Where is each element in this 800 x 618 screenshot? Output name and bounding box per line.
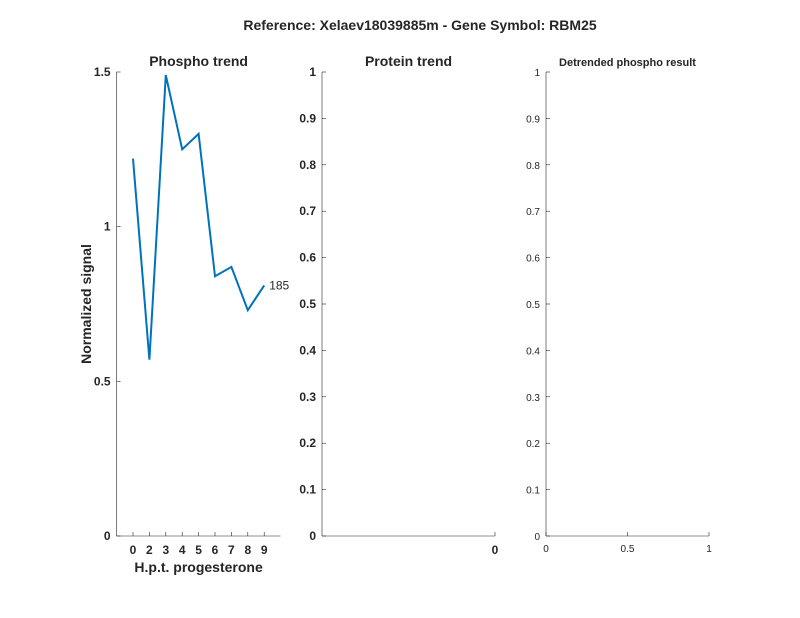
- y-tick-label: 0.4: [526, 346, 540, 357]
- y-tick-label: 1.5: [94, 65, 111, 79]
- x-axis-label: H.p.t. progesterone: [134, 559, 263, 575]
- y-tick-label: 0: [309, 529, 316, 543]
- y-tick-label: 0: [534, 532, 540, 543]
- y-tick-label: 0.7: [299, 204, 316, 218]
- y-tick-label: 0.1: [299, 483, 316, 497]
- x-tick-label: 8: [244, 543, 251, 557]
- series-label: 185: [269, 278, 289, 292]
- y-tick-label: 0.5: [94, 374, 111, 388]
- x-tick-label: 2: [146, 543, 153, 557]
- y-tick-label: 0.6: [526, 254, 540, 265]
- x-tick-label: 9: [261, 543, 268, 557]
- x-tick-label: 6: [212, 543, 219, 557]
- x-tick-label: 1: [706, 544, 712, 555]
- y-tick-label: 1: [534, 68, 540, 79]
- detrended-phospho-axes: Detrended phospho result 0 0.1 0.2 0.3 0.4 0.5…: [526, 57, 712, 555]
- y-tick-label: 0.3: [299, 390, 316, 404]
- axes-title: Detrended phospho result: [559, 57, 696, 69]
- series-line-185: [132, 74, 266, 360]
- y-tick-label: 0.6: [299, 251, 316, 265]
- axes-title: Phospho trend: [149, 53, 248, 69]
- y-tick-label: 0.8: [299, 158, 316, 172]
- axes-title: Protein trend: [365, 53, 452, 69]
- y-tick-label: 0.3: [526, 393, 540, 404]
- y-tick-label: 0.8: [526, 161, 540, 172]
- x-tick-label: 7: [228, 543, 235, 557]
- x-tick-label: 0.5: [621, 544, 635, 555]
- y-tick-label: 1: [104, 220, 111, 234]
- y-tick-label: 0.5: [299, 297, 316, 311]
- y-tick-label: 0.9: [299, 111, 316, 125]
- x-tick-label: 0: [543, 544, 549, 555]
- x-tick-label: 0: [130, 543, 137, 557]
- x-tick-label: 4: [179, 543, 186, 557]
- x-tick-label: 3: [162, 543, 169, 557]
- y-tick-label: 0.5: [526, 300, 540, 311]
- x-tick-label: 5: [195, 543, 202, 557]
- y-tick-label: 1: [309, 65, 316, 79]
- figure-title: Reference: Xelaev18039885m - Gene Symbol…: [243, 17, 596, 33]
- protein-trend-axes: Protein trend 0 0.1 0.2 0.3 0.4 0.5 0.6 0.7 0.8 0.…: [299, 53, 498, 557]
- y-tick-label: 0.2: [526, 439, 540, 450]
- y-tick-label: 0: [104, 529, 111, 543]
- y-tick-label: 0.2: [299, 436, 316, 450]
- y-tick-label: 0.1: [526, 486, 540, 497]
- y-tick-label: 0.9: [526, 114, 540, 125]
- y-axis-label: Normalized signal: [78, 244, 94, 364]
- y-tick-label: 0.7: [526, 207, 540, 218]
- y-tick-label: 0.4: [299, 343, 316, 357]
- x-tick-label: 0: [492, 543, 499, 557]
